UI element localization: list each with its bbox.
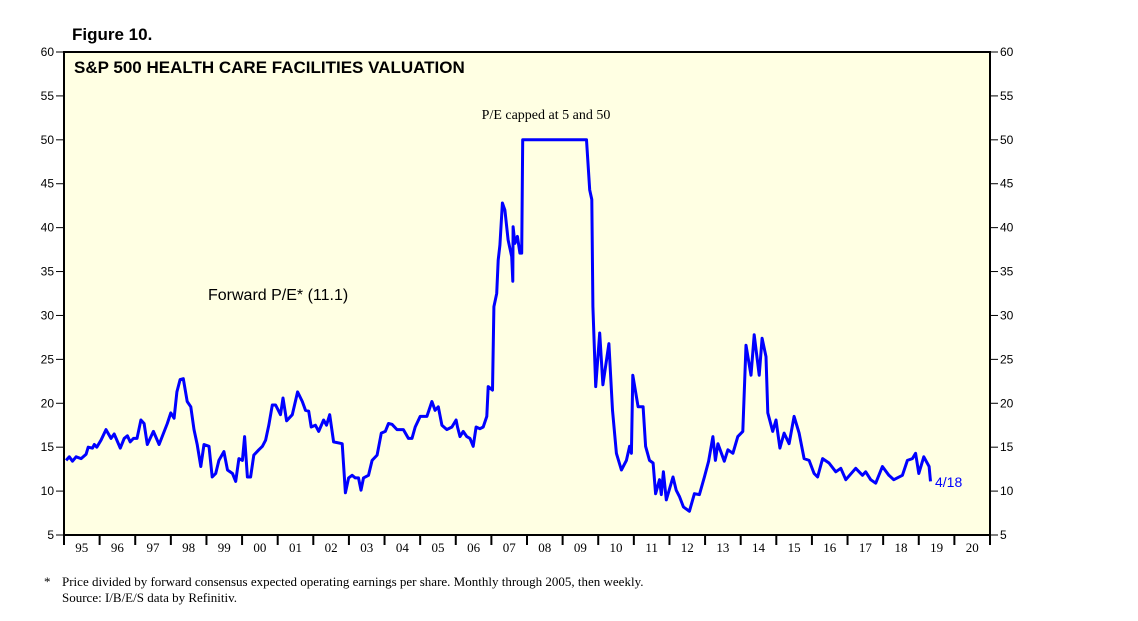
y-tick-label-left: 25 xyxy=(41,352,55,366)
y-tick-label-right: 35 xyxy=(1000,265,1014,279)
x-tick-label: 14 xyxy=(752,540,766,555)
y-tick-label-left: 5 xyxy=(47,528,54,542)
x-tick-label: 19 xyxy=(930,540,943,555)
x-tick-label: 95 xyxy=(75,540,88,555)
x-tick-label: 17 xyxy=(859,540,873,555)
x-tick-label: 18 xyxy=(894,540,907,555)
y-tick-label-left: 45 xyxy=(41,177,55,191)
x-tick-label: 97 xyxy=(147,540,161,555)
x-tick-label: 06 xyxy=(467,540,481,555)
x-tick-label: 20 xyxy=(966,540,979,555)
y-tick-label-left: 35 xyxy=(41,265,55,279)
y-tick-label-right: 15 xyxy=(1000,440,1014,454)
x-tick-label: 01 xyxy=(289,540,302,555)
y-tick-label-left: 40 xyxy=(41,221,55,235)
figure-label: Figure 10. xyxy=(72,25,152,44)
y-tick-label-left: 30 xyxy=(41,308,55,322)
y-tick-label-left: 20 xyxy=(41,396,55,410)
x-tick-label: 04 xyxy=(396,540,410,555)
x-tick-label: 03 xyxy=(360,540,373,555)
series-label: Forward P/E* (11.1) xyxy=(208,287,348,304)
y-tick-label-left: 55 xyxy=(41,89,55,103)
y-tick-label-right: 30 xyxy=(1000,308,1014,322)
series-line-forward-pe xyxy=(64,138,932,513)
x-tick-label: 11 xyxy=(645,540,658,555)
x-tick-label: 02 xyxy=(325,540,338,555)
y-tick-label-left: 15 xyxy=(41,440,55,454)
y-tick-label-right: 10 xyxy=(1000,484,1014,498)
x-tick-label: 12 xyxy=(681,540,694,555)
footnote-source: Source: I/B/E/S data by Refinitiv. xyxy=(62,590,237,605)
x-tick-label: 96 xyxy=(111,540,125,555)
y-tick-label-right: 5 xyxy=(1000,528,1007,542)
x-tick-label: 09 xyxy=(574,540,587,555)
x-tick-label: 15 xyxy=(788,540,801,555)
y-tick-label-right: 20 xyxy=(1000,396,1014,410)
x-tick-label: 05 xyxy=(431,540,444,555)
chart-title: S&P 500 HEALTH CARE FACILITIES VALUATION xyxy=(74,58,465,77)
cap-note: P/E capped at 5 and 50 xyxy=(482,108,611,123)
x-tick-label: 13 xyxy=(716,540,729,555)
y-tick-label-right: 50 xyxy=(1000,133,1014,147)
y-tick-label-right: 55 xyxy=(1000,89,1014,103)
y-tick-label-right: 40 xyxy=(1000,221,1014,235)
x-tick-label: 00 xyxy=(253,540,266,555)
x-tick-label: 10 xyxy=(610,540,623,555)
y-tick-label-right: 45 xyxy=(1000,177,1014,191)
y-tick-label-right: 25 xyxy=(1000,352,1014,366)
last-date-label: 4/18 xyxy=(935,474,962,490)
x-tick-label: 08 xyxy=(538,540,551,555)
y-tick-label-left: 60 xyxy=(41,45,55,59)
y-tick-label-left: 50 xyxy=(41,133,55,147)
x-tick-label: 16 xyxy=(823,540,837,555)
y-tick-label-right: 60 xyxy=(1000,45,1014,59)
y-tick-label-left: 10 xyxy=(41,484,55,498)
x-tick-label: 99 xyxy=(218,540,231,555)
footnote-line-1: Price divided by forward consensus expec… xyxy=(62,574,643,589)
x-tick-label: 07 xyxy=(503,540,517,555)
x-tick-label: 98 xyxy=(182,540,195,555)
footnote-marker: * xyxy=(44,574,51,589)
plot-area xyxy=(63,51,991,536)
